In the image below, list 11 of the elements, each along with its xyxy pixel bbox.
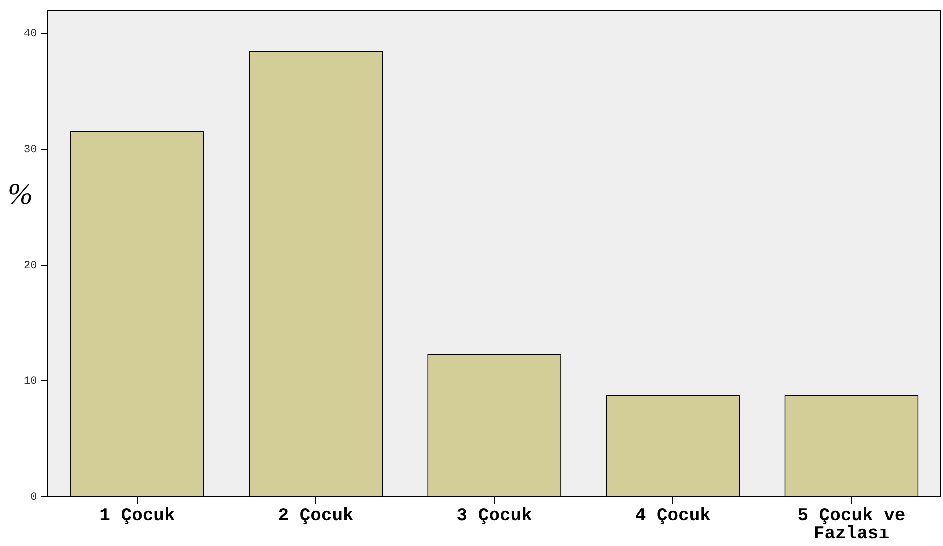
x-tick-label: 1 Çocuk [100,506,176,527]
y-tick-label: 30 [24,144,38,156]
x-tick-label: 4 Çocuk [635,506,712,527]
x-tick-label: 2 Çocuk [278,506,354,527]
y-axis-title: % [8,178,33,212]
y-tick-label: 20 [24,260,38,272]
y-tick-label: 10 [24,376,38,388]
y-tick-label: 40 [24,28,38,41]
x-tick-label: 5 Çocuk ve Fazlası [798,506,906,545]
y-tick-label: 0 [30,492,38,504]
x-tick-label: 3 Çocuk [456,506,533,527]
